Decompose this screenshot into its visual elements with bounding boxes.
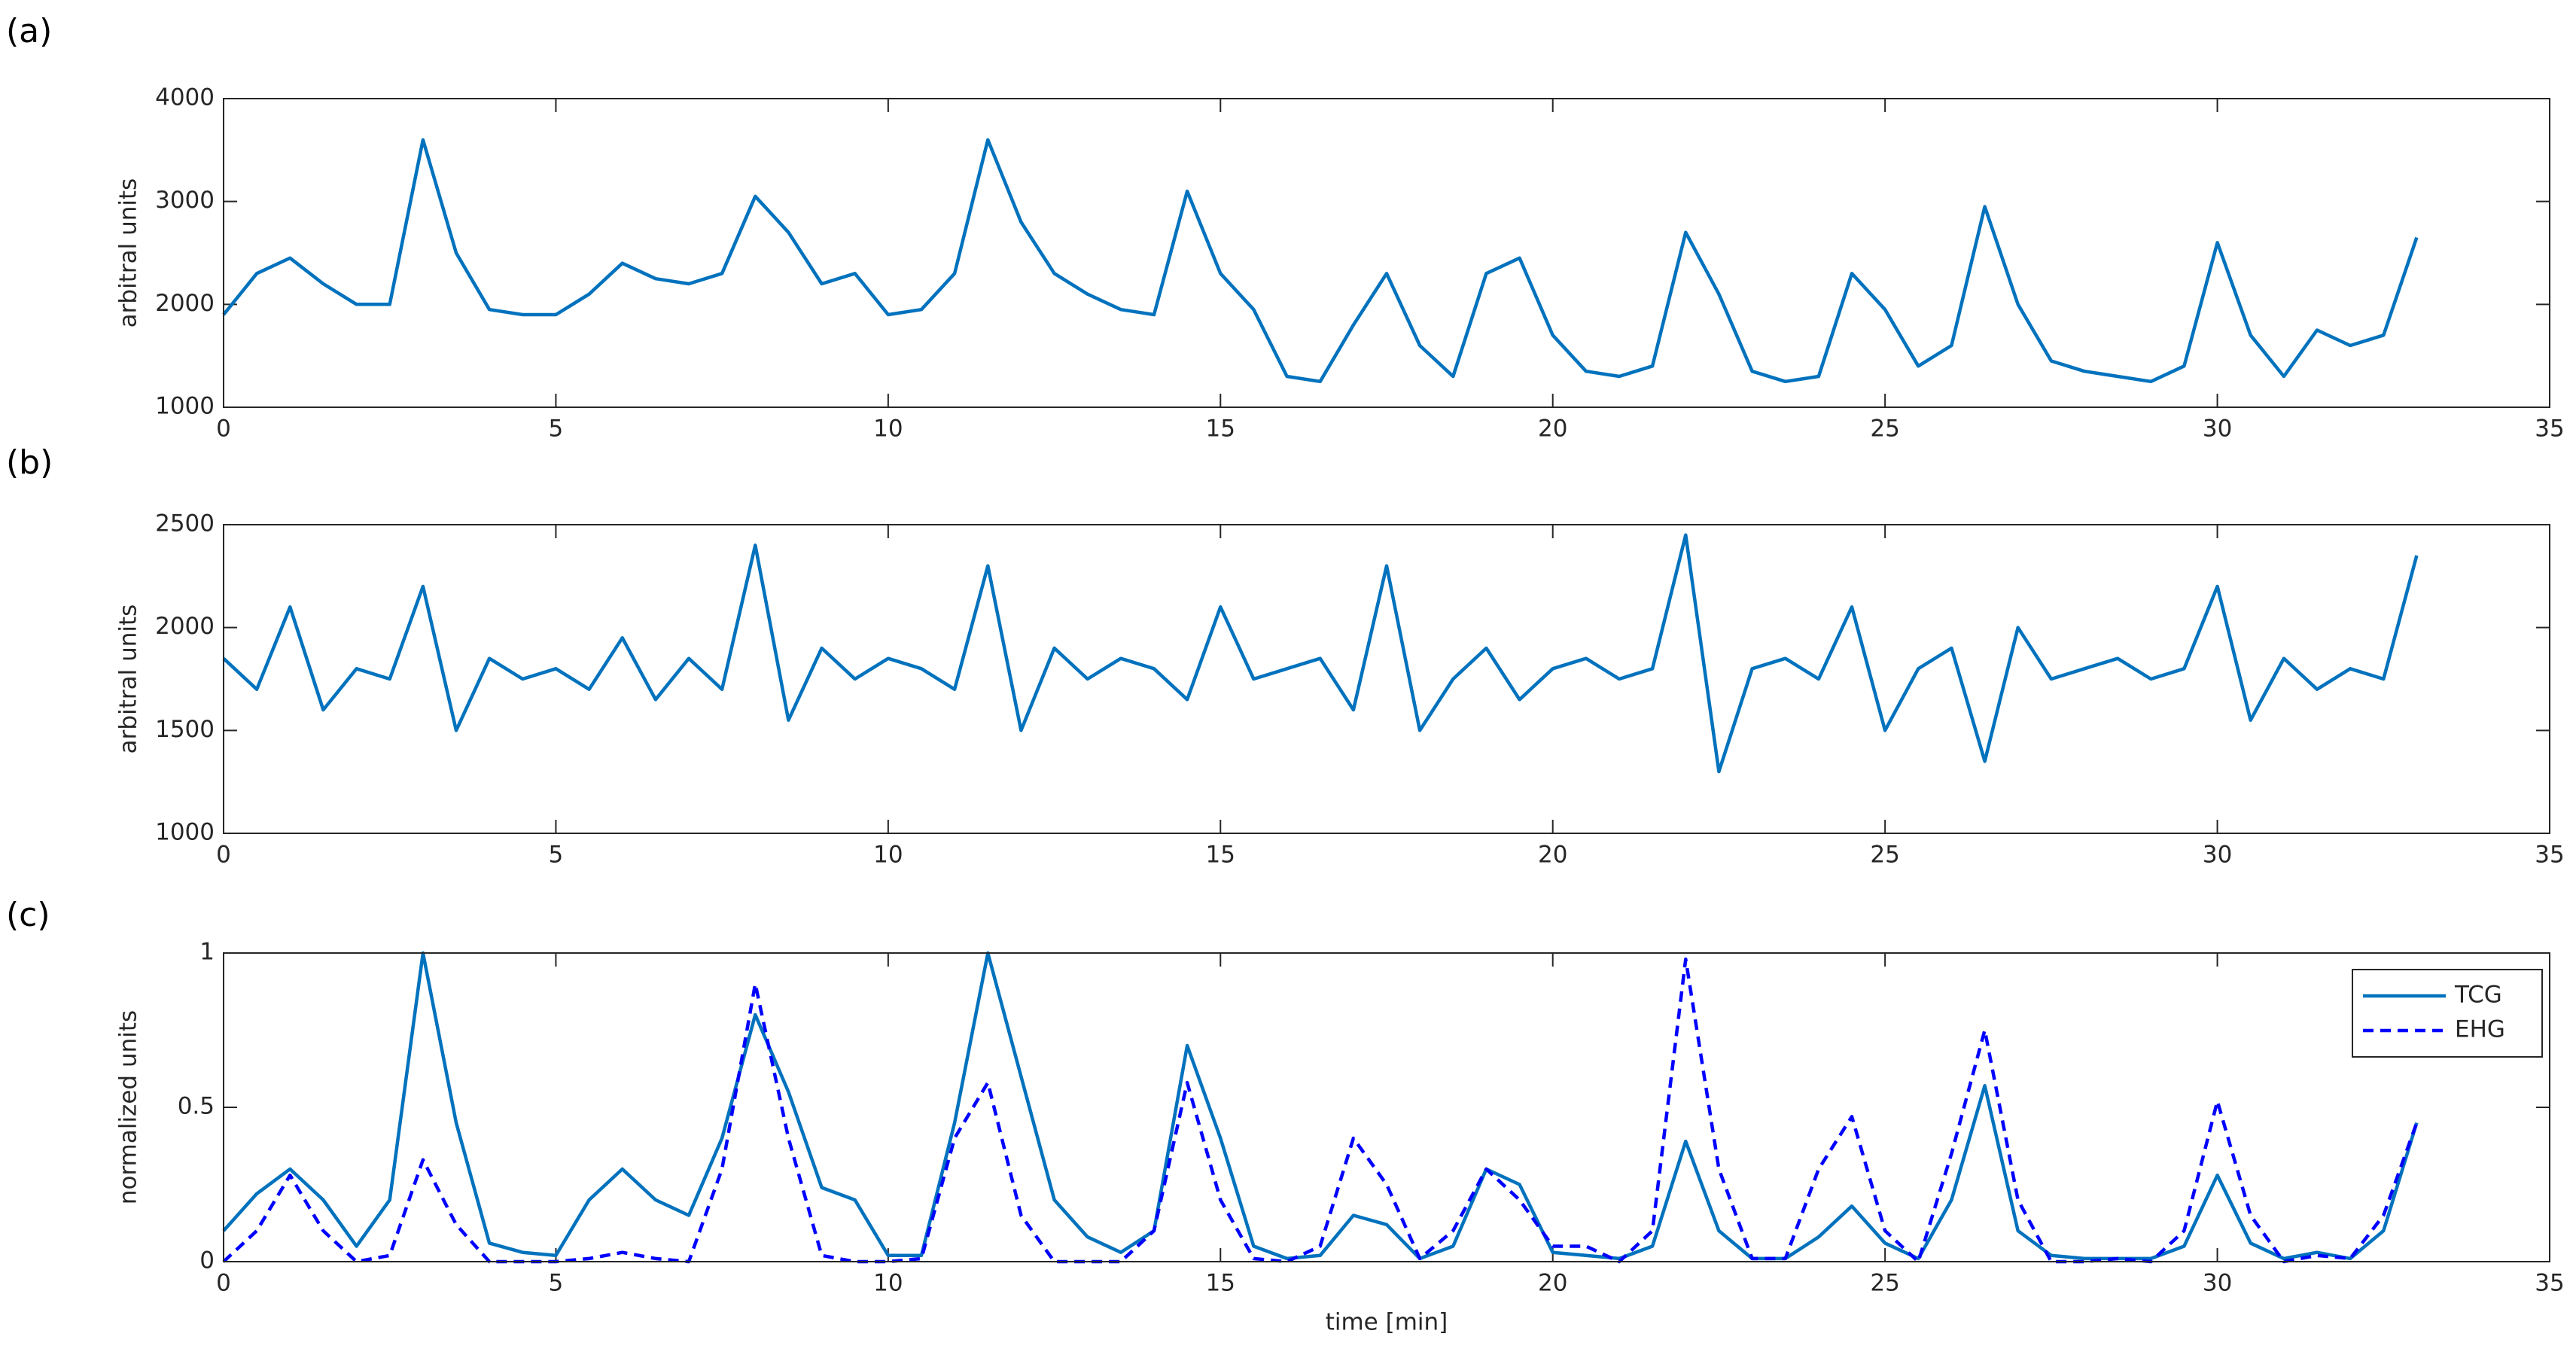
y-tick-label: 2500 (155, 510, 215, 537)
y-tick-label: 2000 (155, 290, 215, 317)
panel-label: (c) (6, 896, 50, 934)
legend-label: EHG (2455, 1016, 2505, 1043)
x-tick-label: 20 (1538, 416, 1567, 443)
x-tick-label: 20 (1538, 1270, 1567, 1297)
x-tick-label: 10 (873, 416, 903, 443)
x-tick-label: 5 (549, 1270, 564, 1297)
panel-label: (a) (6, 12, 52, 50)
y-tick-label: 0 (199, 1247, 215, 1274)
x-tick-label: 25 (1870, 842, 1899, 869)
legend-label: TCG (2454, 982, 2502, 1009)
y-tick-label: 1500 (155, 716, 215, 743)
x-tick-label: 5 (549, 842, 564, 869)
x-tick-label: 10 (873, 1270, 903, 1297)
y-axis-label: arbitral units (115, 604, 142, 754)
data-line (222, 957, 2419, 1264)
x-tick-label: 35 (2535, 416, 2564, 443)
x-tick-label: 25 (1870, 416, 1899, 443)
y-tick-label: 0.5 (178, 1093, 215, 1120)
axes-frame (223, 98, 2550, 408)
x-tick-label: 0 (216, 1270, 231, 1297)
axes-frame (223, 524, 2550, 834)
x-tick-label: 35 (2535, 842, 2564, 869)
x-tick-label: 15 (1206, 416, 1235, 443)
x-tick-label: 10 (873, 842, 903, 869)
y-tick-label: 4000 (155, 84, 215, 111)
x-tick-label: 20 (1538, 842, 1567, 869)
y-tick-label: 1000 (155, 393, 215, 420)
data-line (222, 951, 2419, 1261)
x-tick-label: 35 (2535, 1270, 2564, 1297)
y-tick-label: 1000 (155, 819, 215, 846)
x-tick-label: 25 (1870, 1270, 1899, 1297)
plot-area (224, 99, 2550, 407)
x-axis-label: time [min] (1326, 1309, 1448, 1336)
axes-frame (223, 952, 2550, 1262)
y-tick-label: 2000 (155, 613, 215, 640)
x-tick-label: 30 (2203, 842, 2232, 869)
y-axis-label: normalized units (115, 1010, 142, 1204)
legend-box (2352, 969, 2543, 1058)
y-tick-label: 3000 (155, 187, 215, 214)
x-tick-label: 5 (549, 416, 564, 443)
x-tick-label: 15 (1206, 1270, 1235, 1297)
data-line (222, 533, 2419, 774)
y-axis-label: arbitral units (115, 178, 142, 328)
x-tick-label: 30 (2203, 416, 2232, 443)
data-line (222, 138, 2419, 384)
x-tick-label: 15 (1206, 842, 1235, 869)
plot-area (224, 953, 2550, 1262)
panel-label: (b) (6, 443, 53, 482)
y-tick-label: 1 (199, 939, 215, 966)
x-tick-label: 30 (2203, 1270, 2232, 1297)
x-tick-label: 0 (216, 842, 231, 869)
x-tick-label: 0 (216, 416, 231, 443)
plot-area (224, 525, 2550, 833)
